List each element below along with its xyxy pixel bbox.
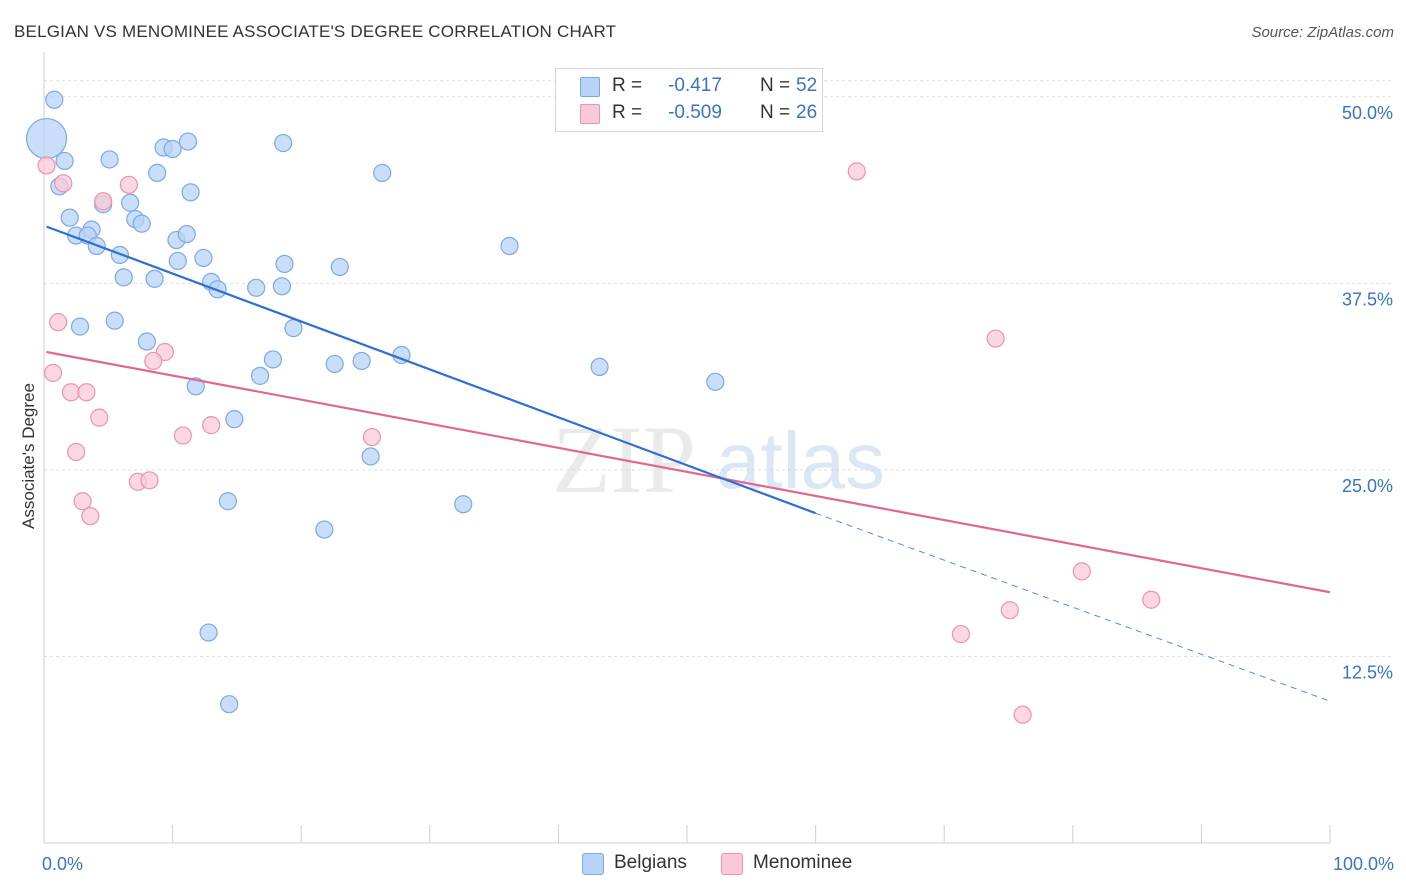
menominee-point — [119, 175, 138, 194]
n-value: 26 — [796, 102, 818, 123]
y-tick-label: 12.5% — [1342, 662, 1393, 682]
belgians-point — [70, 317, 90, 336]
belgians-point — [706, 372, 725, 391]
y-tick-label: 37.5% — [1342, 289, 1393, 309]
belgians-point — [55, 151, 74, 171]
belgians-trend-line — [46, 225, 816, 515]
menominee-point — [81, 507, 100, 526]
belgians-point — [181, 183, 200, 202]
belgians-point — [132, 214, 151, 233]
belgians-point — [220, 695, 239, 714]
belgians-point — [373, 163, 392, 182]
menominee-point — [140, 471, 159, 490]
menominee-point — [144, 351, 163, 371]
belgians-point — [590, 357, 609, 377]
belgians-point — [275, 254, 294, 274]
menominee-point — [61, 383, 81, 402]
belgians-point — [145, 269, 164, 288]
menominee-swatch — [580, 104, 600, 124]
menominee-point — [202, 416, 221, 435]
menominee-point — [94, 192, 113, 211]
x-tick-label-max: 100.0% — [1333, 854, 1394, 874]
menominee-trend-line — [46, 350, 1331, 594]
axes — [43, 52, 1331, 844]
belgians-point — [60, 208, 79, 227]
menominee-point — [362, 427, 382, 447]
menominee-legend-swatch — [721, 853, 743, 875]
watermark-atlas: atlas — [716, 416, 885, 505]
belgians-point — [178, 132, 198, 151]
belgians-point — [100, 150, 119, 169]
belgians-point-large — [25, 117, 68, 160]
y-tick-label: 25.0% — [1342, 476, 1393, 496]
belgians-point — [325, 354, 344, 374]
belgians-point — [250, 366, 270, 385]
belgians-point — [186, 377, 205, 396]
belgians-point — [225, 410, 244, 429]
belgians-point — [121, 193, 140, 212]
belgians-point — [315, 520, 334, 539]
data-points — [25, 90, 1161, 724]
menominee-point — [90, 408, 109, 427]
menominee-point — [1000, 601, 1019, 620]
r-label: R = — [612, 75, 643, 96]
menominee-point — [1142, 590, 1161, 609]
menominee-legend-label: Menominee — [753, 852, 853, 873]
n-label: N = — [760, 102, 791, 123]
belgians-point — [177, 224, 196, 244]
n-value: 52 — [796, 75, 818, 96]
trend-lines — [46, 225, 1331, 702]
belgians-point — [114, 268, 133, 287]
stats-legend: R = -0.417 N = 52 R = -0.509 N = 26 — [555, 68, 823, 132]
belgians-swatch — [580, 77, 600, 97]
belgians-point — [137, 332, 156, 351]
menominee-point — [173, 426, 192, 445]
menominee-point — [37, 156, 56, 175]
belgians-point — [105, 311, 124, 330]
menominee-point — [847, 162, 866, 181]
chart-source: Source: ZipAtlas.com — [1251, 24, 1394, 41]
r-value: -0.509 — [668, 102, 722, 123]
belgians-point — [500, 236, 519, 256]
belgians-point — [148, 163, 167, 182]
menominee-point — [54, 174, 73, 193]
belgians-point — [330, 257, 349, 277]
menominee-point — [951, 624, 971, 644]
belgians-point — [361, 447, 380, 466]
belgians-legend-swatch — [582, 853, 604, 875]
chart-title: BELGIAN VS MENOMINEE ASSOCIATE'S DEGREE … — [14, 22, 617, 41]
belgians-point — [218, 492, 237, 511]
belgians-point — [163, 139, 182, 159]
belgians-point — [194, 248, 213, 268]
r-label: R = — [612, 102, 643, 123]
menominee-point — [67, 442, 86, 462]
belgians-point — [263, 350, 283, 369]
belgians-point — [272, 277, 292, 296]
y-axis-title: Associate's Degree — [19, 383, 38, 529]
belgians-point — [352, 351, 371, 371]
r-value: -0.417 — [668, 75, 722, 96]
belgians-point — [199, 623, 218, 642]
belgians-legend-label: Belgians — [614, 852, 687, 873]
menominee-point — [986, 329, 1005, 348]
belgians-point — [284, 319, 303, 338]
belgians-point — [247, 278, 266, 297]
x-tick-label-min: 0.0% — [42, 854, 83, 874]
belgians-point — [454, 495, 473, 514]
menominee-point — [1013, 705, 1032, 724]
belgians-point — [274, 133, 293, 153]
belgians-trend-extension — [815, 512, 1331, 702]
belgians-point — [168, 251, 187, 271]
menominee-point — [1072, 562, 1091, 581]
menominee-point — [77, 383, 96, 402]
menominee-point — [49, 313, 68, 332]
y-tick-label: 50.0% — [1342, 103, 1393, 123]
belgians-point — [45, 90, 64, 109]
menominee-point — [73, 492, 92, 511]
n-label: N = — [760, 75, 791, 96]
menominee-point — [43, 363, 63, 382]
